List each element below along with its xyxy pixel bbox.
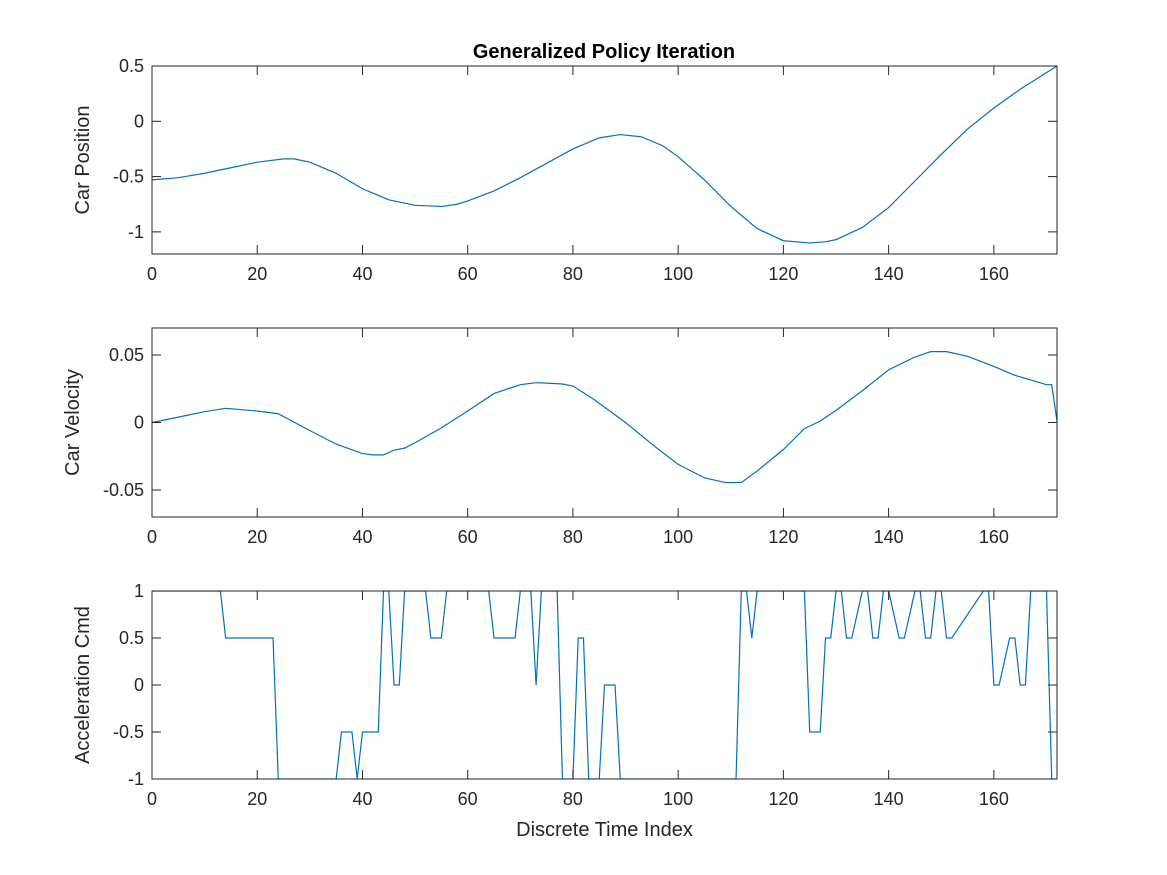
subplot-3: 0 20 40 60 80 100 120 140 160 -1 -0.5 0 0.5 1 Accelera… [72, 581, 1058, 841]
y-tick-label: 0.05 [109, 345, 144, 365]
y-tick-label: 0.5 [119, 628, 144, 648]
x-tick-label: 40 [352, 264, 372, 284]
x-tick-label: 40 [352, 527, 372, 547]
chart-title: Generalized Policy Iteration [473, 41, 735, 63]
y-tick-label: 1 [134, 581, 144, 601]
x-tick-label: 120 [768, 789, 798, 809]
x-tick-label: 60 [458, 527, 478, 547]
x-tick-label: 60 [458, 264, 478, 284]
x-tick-label: 100 [663, 264, 693, 284]
y-tick-label: -1 [128, 769, 144, 789]
y-tick-label: -0.5 [113, 722, 144, 742]
x-tick-label: 0 [147, 789, 157, 809]
axes-box-1 [151, 65, 1058, 255]
x-tick-label: 0 [147, 527, 157, 547]
x-tick-label: 80 [563, 789, 583, 809]
series-line-3-1 [152, 591, 1057, 779]
x-tick-label: 0 [147, 264, 157, 284]
x-tick-label: 40 [352, 789, 372, 809]
y-axis-label-3: Acceleration Cmd [72, 606, 94, 764]
x-tick-label: 140 [874, 789, 904, 809]
y-tick-label: -0.5 [113, 167, 144, 187]
series-line-2-1 [152, 351, 1057, 484]
x-tick-label: 60 [458, 789, 478, 809]
x-axis-label: Discrete Time Index [516, 819, 693, 841]
x-tick-label: 120 [768, 264, 798, 284]
x-tick-label: 160 [979, 264, 1009, 284]
y-axis-label-2: Car Velocity [62, 369, 84, 476]
subplot-2: 0 20 40 60 80 100 120 140 160 -0.05 0 0.05 Car Veloc… [62, 327, 1058, 547]
series-line-1-1 [152, 66, 1057, 244]
x-tick-label: 20 [247, 264, 267, 284]
x-tick-label: 20 [247, 527, 267, 547]
x-tick-label: 120 [768, 527, 798, 547]
y-tick-label: 0 [134, 111, 144, 131]
subplot-1: 0 20 40 60 80 100 120 140 160 -1 -0.5 0 0.5 Car Posit… [72, 56, 1058, 284]
y-tick-label: -0.05 [103, 480, 144, 500]
y-tick-label: 0 [134, 413, 144, 433]
y-tick-label: -1 [128, 222, 144, 242]
x-tick-label: 80 [563, 264, 583, 284]
x-tick-label: 80 [563, 527, 583, 547]
y-tick-label: 0 [134, 675, 144, 695]
y-tick-label: 0.5 [119, 56, 144, 76]
x-tick-label: 160 [979, 789, 1009, 809]
x-tick-label: 140 [874, 264, 904, 284]
x-tick-label: 160 [979, 527, 1009, 547]
x-tick-label: 140 [874, 527, 904, 547]
y-axis-label-1: Car Position [72, 106, 94, 215]
x-tick-label: 100 [663, 527, 693, 547]
x-tick-label: 100 [663, 789, 693, 809]
x-tick-label: 20 [247, 789, 267, 809]
